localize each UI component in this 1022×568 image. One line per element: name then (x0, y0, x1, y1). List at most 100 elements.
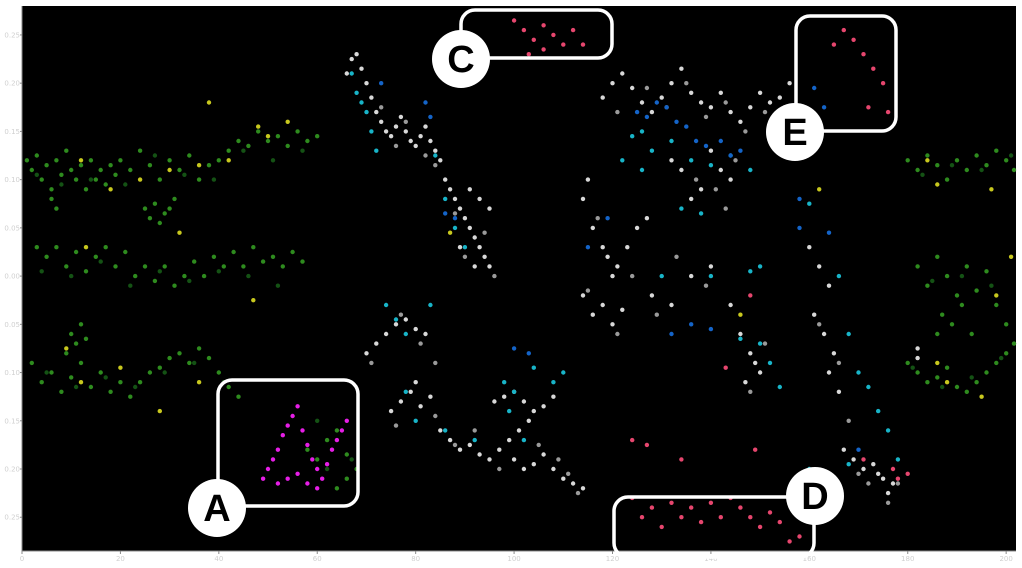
data-point (521, 466, 527, 472)
data-point (443, 196, 448, 202)
data-point (256, 129, 261, 134)
data-point (300, 428, 305, 433)
data-point (438, 158, 443, 163)
data-point (831, 351, 837, 356)
data-point (482, 254, 487, 259)
data-point (585, 177, 591, 182)
data-point (324, 466, 330, 472)
data-point (999, 355, 1004, 361)
data-point (876, 471, 881, 476)
data-point (162, 211, 167, 216)
data-point (861, 466, 866, 472)
data-point (447, 230, 453, 235)
data-point (246, 143, 251, 149)
data-point (64, 351, 69, 356)
data-point (398, 114, 404, 120)
data-point (192, 360, 197, 366)
data-point (949, 163, 955, 168)
data-point (885, 500, 891, 505)
data-point (807, 201, 812, 206)
axes: 0 20 40 60 80 100 120 140 160 180 200 0.25 0.20 0.15 0… (4, 6, 1016, 563)
data-point (103, 182, 108, 187)
data-point (708, 163, 714, 168)
data-point (231, 249, 236, 255)
data-point (531, 462, 536, 467)
data-point (826, 370, 832, 375)
data-point (994, 360, 999, 366)
data-point (767, 510, 773, 515)
data-point (369, 360, 374, 366)
data-point (521, 399, 527, 404)
data-point (797, 225, 802, 231)
data-point (305, 447, 310, 452)
data-point (83, 187, 89, 192)
data-point (398, 399, 404, 404)
data-point (817, 322, 822, 327)
data-point (693, 177, 699, 182)
data-point (807, 245, 812, 250)
data-point (78, 360, 84, 366)
data-point (610, 81, 615, 86)
data-point (541, 452, 546, 457)
data-point (723, 206, 728, 211)
data-point (679, 206, 684, 211)
data-point (757, 341, 763, 346)
data-point (767, 360, 773, 366)
data-point (383, 129, 389, 134)
data-point (452, 211, 458, 216)
data-point (433, 360, 438, 366)
data-point (142, 264, 148, 269)
data-point (1004, 322, 1009, 327)
data-point (344, 476, 349, 481)
data-point (654, 312, 659, 317)
data-point (944, 380, 950, 385)
data-point (256, 124, 261, 129)
data-point (329, 447, 335, 452)
data-point (935, 360, 940, 366)
data-point (39, 177, 44, 182)
data-point (541, 47, 546, 52)
data-point (526, 351, 531, 356)
data-point (403, 119, 408, 125)
data-point (679, 66, 684, 71)
data-point (369, 129, 374, 134)
data-point (172, 196, 177, 202)
data-point (915, 264, 920, 269)
data-point (423, 331, 428, 337)
data-point (201, 273, 207, 279)
data-point (241, 264, 246, 269)
data-point (639, 100, 645, 105)
data-point (649, 293, 655, 298)
data-point (698, 211, 704, 216)
data-point (265, 138, 271, 144)
data-point (570, 27, 576, 33)
data-point (354, 90, 359, 96)
data-point (511, 346, 517, 351)
data-point (443, 428, 448, 433)
data-point (285, 476, 290, 481)
data-point (73, 177, 79, 182)
data-point (851, 457, 856, 462)
data-point (1011, 341, 1017, 346)
data-point (974, 288, 979, 293)
y-tick-label: 0.15 (4, 417, 20, 425)
data-point (541, 404, 546, 409)
data-point (270, 158, 276, 163)
data-point (433, 148, 438, 153)
data-point (393, 124, 399, 129)
data-point (315, 134, 320, 139)
data-point (428, 394, 433, 399)
data-point (718, 138, 723, 144)
data-point (305, 138, 310, 144)
data-point (649, 109, 655, 115)
data-point (344, 71, 349, 76)
data-point (738, 312, 743, 317)
data-point (915, 346, 920, 351)
data-point (940, 312, 945, 317)
data-point (157, 365, 162, 370)
data-point (34, 153, 39, 158)
x-tick-label: 180 (901, 555, 914, 563)
data-point (748, 351, 753, 356)
data-point (787, 539, 792, 544)
data-point (447, 437, 453, 443)
